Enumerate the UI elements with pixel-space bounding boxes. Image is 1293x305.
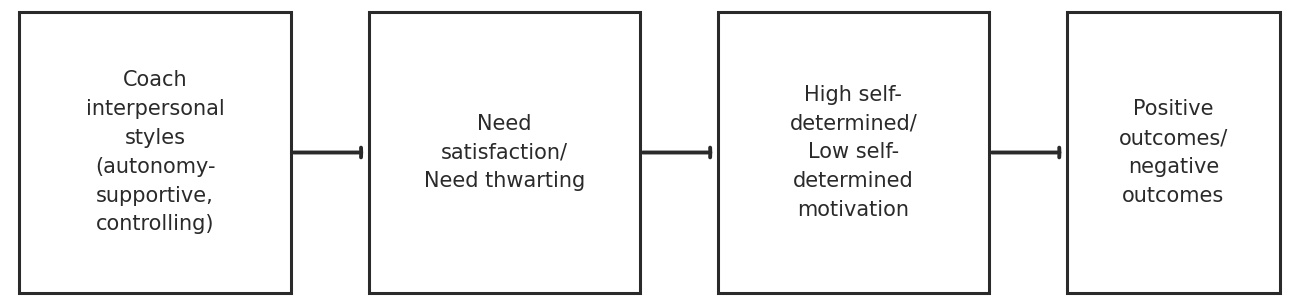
Text: High self-
determined/
Low self-
determined
motivation: High self- determined/ Low self- determi…	[790, 85, 917, 220]
Text: Need
satisfaction/
Need thwarting: Need satisfaction/ Need thwarting	[424, 114, 584, 191]
Text: Positive
outcomes/
negative
outcomes: Positive outcomes/ negative outcomes	[1118, 99, 1228, 206]
Text: Coach
interpersonal
styles
(autonomy-
supportive,
controlling): Coach interpersonal styles (autonomy- su…	[85, 70, 225, 235]
Bar	[718, 12, 989, 293]
Bar	[19, 12, 291, 293]
Bar	[369, 12, 640, 293]
Bar	[1067, 12, 1280, 293]
